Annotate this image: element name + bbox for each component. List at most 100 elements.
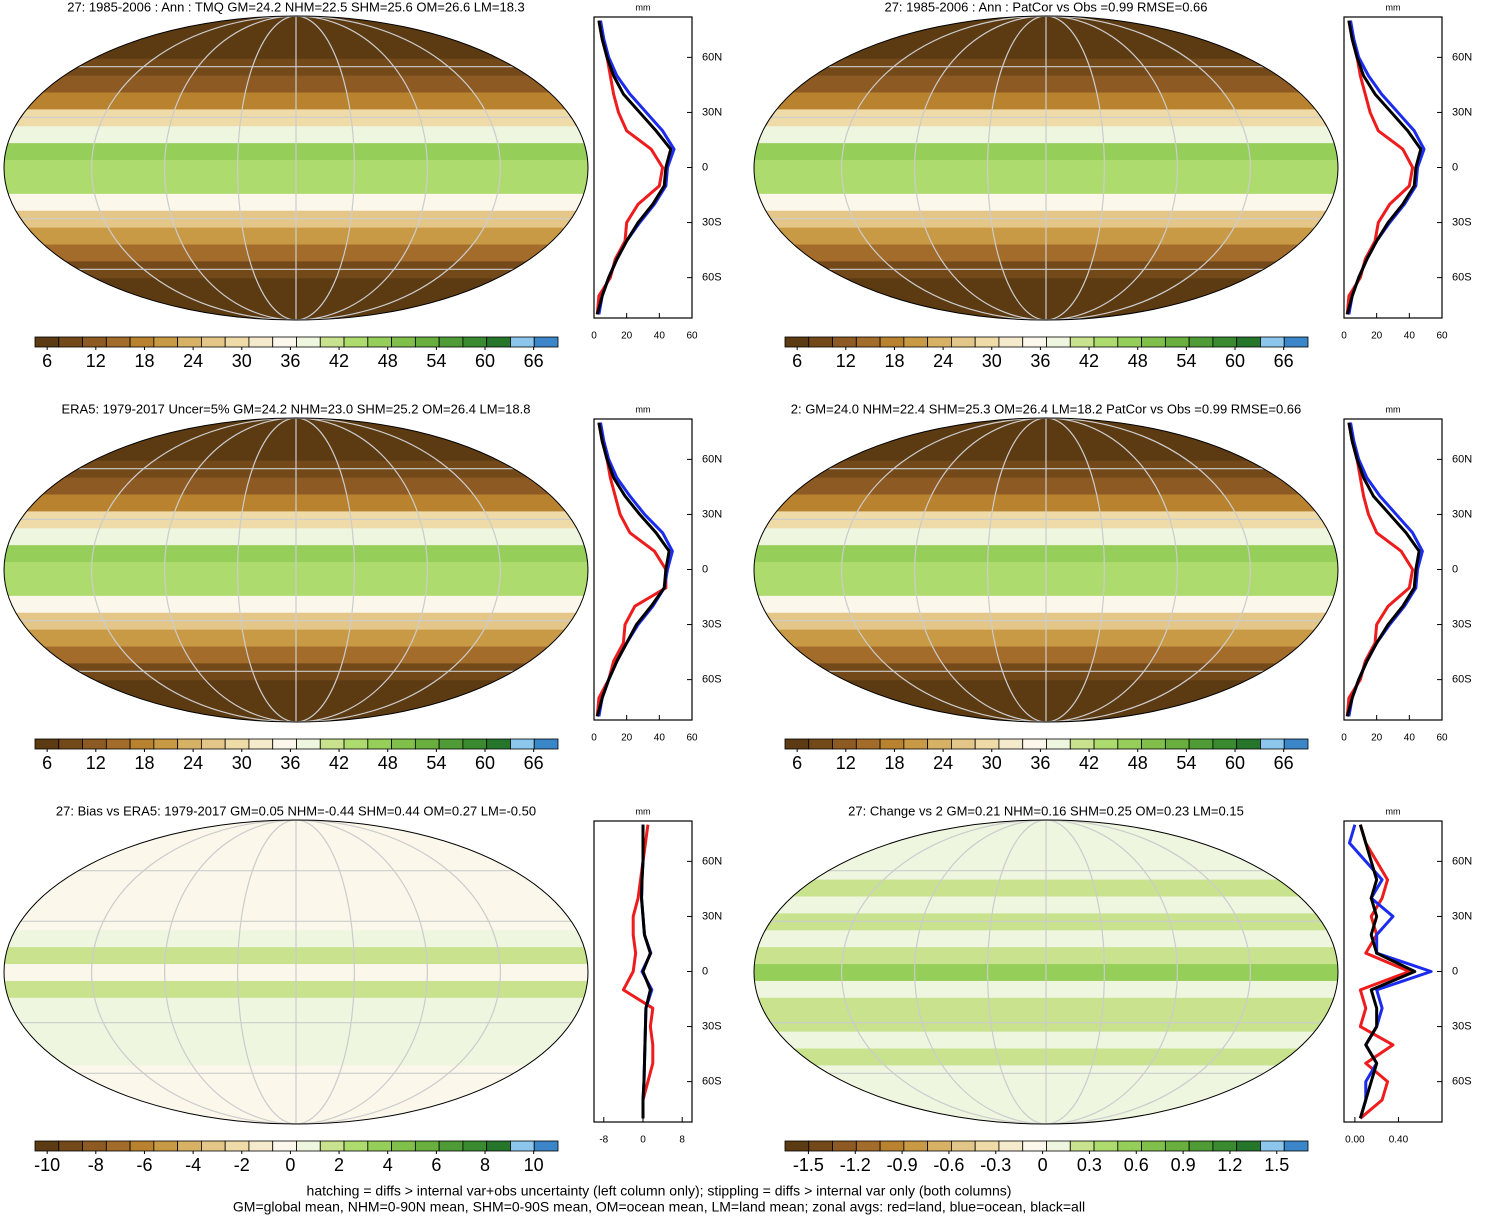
colorbar-box — [1188, 738, 1214, 750]
colorbar-label: 6 — [42, 351, 52, 371]
colorbar-box — [784, 738, 810, 750]
colorbar-box — [129, 1140, 155, 1152]
colorbar-label: -2 — [234, 1155, 250, 1175]
colorbar-label: 54 — [1176, 351, 1196, 371]
x-tick-label: 60 — [1436, 733, 1448, 744]
colorbar-label: -8 — [88, 1155, 104, 1175]
zonal-line — [640, 824, 652, 1119]
zonal-frame — [1343, 820, 1443, 1123]
colorbar-box — [58, 738, 83, 750]
colorbar-label: 60 — [1225, 351, 1245, 371]
colorbar-box — [784, 1140, 810, 1152]
colorbar-box — [808, 336, 833, 348]
colorbar-box — [129, 738, 155, 750]
y-tick-label: 60S — [1452, 1076, 1472, 1088]
colorbar-box — [533, 1140, 559, 1152]
y-tick-label: 30N — [702, 508, 722, 520]
colorbar-label: 0.6 — [1124, 1155, 1149, 1175]
map-outline — [753, 819, 1339, 1125]
colorbar-box — [1236, 336, 1261, 348]
colorbar-box — [343, 1140, 369, 1152]
colorbar-box — [414, 336, 440, 348]
graticule — [913, 16, 1178, 320]
map — [754, 418, 1338, 722]
colorbar-label: 66 — [524, 753, 544, 773]
y-tick-label: 60N — [702, 855, 722, 867]
colorbar-label: 24 — [183, 753, 203, 773]
colorbar-label: 30 — [982, 753, 1002, 773]
zonal-line — [1345, 20, 1423, 315]
x-tick-label: 8 — [679, 1135, 685, 1146]
y-tick-label: 30N — [1452, 508, 1472, 520]
graticule — [237, 16, 356, 320]
colorbar-label: -6 — [136, 1155, 152, 1175]
colorbar-label: 12 — [86, 351, 106, 371]
colorbar-label: -0.3 — [980, 1155, 1011, 1175]
colorbar-box — [510, 738, 535, 750]
graticule — [91, 820, 501, 1124]
map — [4, 418, 588, 722]
colorbar-box — [1069, 1140, 1095, 1152]
y-tick-label: 60S — [702, 1076, 722, 1088]
y-tick-label: 30S — [1452, 1020, 1472, 1032]
colorbar-box — [855, 738, 881, 750]
map-title: 27: 1985-2006 : Ann : PatCor vs Obs =0.9… — [884, 0, 1207, 14]
colorbar-box — [1117, 1140, 1142, 1152]
colorbar-box — [129, 336, 155, 348]
x-tick-label: 0 — [1341, 331, 1347, 342]
x-tick-label: 20 — [1371, 733, 1383, 744]
map-outline — [753, 15, 1339, 321]
colorbar-box — [1260, 1140, 1285, 1152]
y-tick-label: 0 — [702, 161, 708, 173]
colorbar-box — [974, 738, 1000, 750]
graticule — [164, 16, 428, 320]
x-tick-label: 20 — [621, 331, 633, 342]
colorbar-label: 48 — [1128, 753, 1148, 773]
y-tick-label: 0 — [1452, 563, 1458, 575]
y-tick-label: 60S — [1452, 272, 1472, 284]
colorbar-box — [272, 336, 297, 348]
x-tick-label: 0 — [1341, 733, 1347, 744]
y-tick-label: 30S — [702, 216, 722, 228]
colorbar-box — [82, 1140, 107, 1152]
colorbar-box — [1212, 738, 1238, 750]
colorbar-box — [1283, 336, 1309, 348]
y-tick-label: 0 — [702, 965, 708, 977]
colorbar-box — [153, 1140, 179, 1152]
colorbar-box — [951, 1140, 976, 1152]
colorbar-box — [201, 1140, 226, 1152]
x-tick-label: 60 — [1436, 331, 1448, 342]
x-tick-label: 20 — [621, 733, 633, 744]
colorbar-box — [201, 738, 226, 750]
colorbar-label: -0.9 — [887, 1155, 918, 1175]
colorbar-box — [343, 336, 369, 348]
colorbar-label: 42 — [1079, 753, 1099, 773]
colorbar-label: -1.2 — [840, 1155, 871, 1175]
y-tick-label: 60S — [1452, 674, 1472, 686]
colorbar-box — [296, 336, 321, 348]
unit-label: mm — [636, 806, 651, 816]
y-tick-label: 0 — [1452, 161, 1458, 173]
x-tick-label: 40 — [654, 331, 666, 342]
colorbar-label: 42 — [329, 351, 349, 371]
y-tick-label: 30S — [1452, 618, 1472, 630]
colorbar-box — [1046, 1140, 1071, 1152]
y-tick-label: 60N — [1452, 855, 1472, 867]
zonal-line — [1358, 824, 1417, 1119]
graticule — [91, 418, 501, 722]
graticule — [237, 418, 356, 722]
graticule — [237, 820, 356, 1124]
y-tick-label: 60S — [702, 674, 722, 686]
map-outline — [3, 417, 589, 723]
colorbar-label: 6 — [42, 753, 52, 773]
graticule — [164, 820, 428, 1124]
colorbar-box — [1022, 738, 1047, 750]
colorbar-box — [367, 738, 392, 750]
colorbar-box — [1188, 336, 1214, 348]
colorbar-box — [951, 336, 976, 348]
y-tick-label: 60N — [702, 453, 722, 465]
colorbar-label: 30 — [232, 351, 252, 371]
colorbar-box — [201, 336, 226, 348]
unit-label: mm — [1386, 2, 1401, 12]
zonal-line — [1345, 422, 1421, 717]
